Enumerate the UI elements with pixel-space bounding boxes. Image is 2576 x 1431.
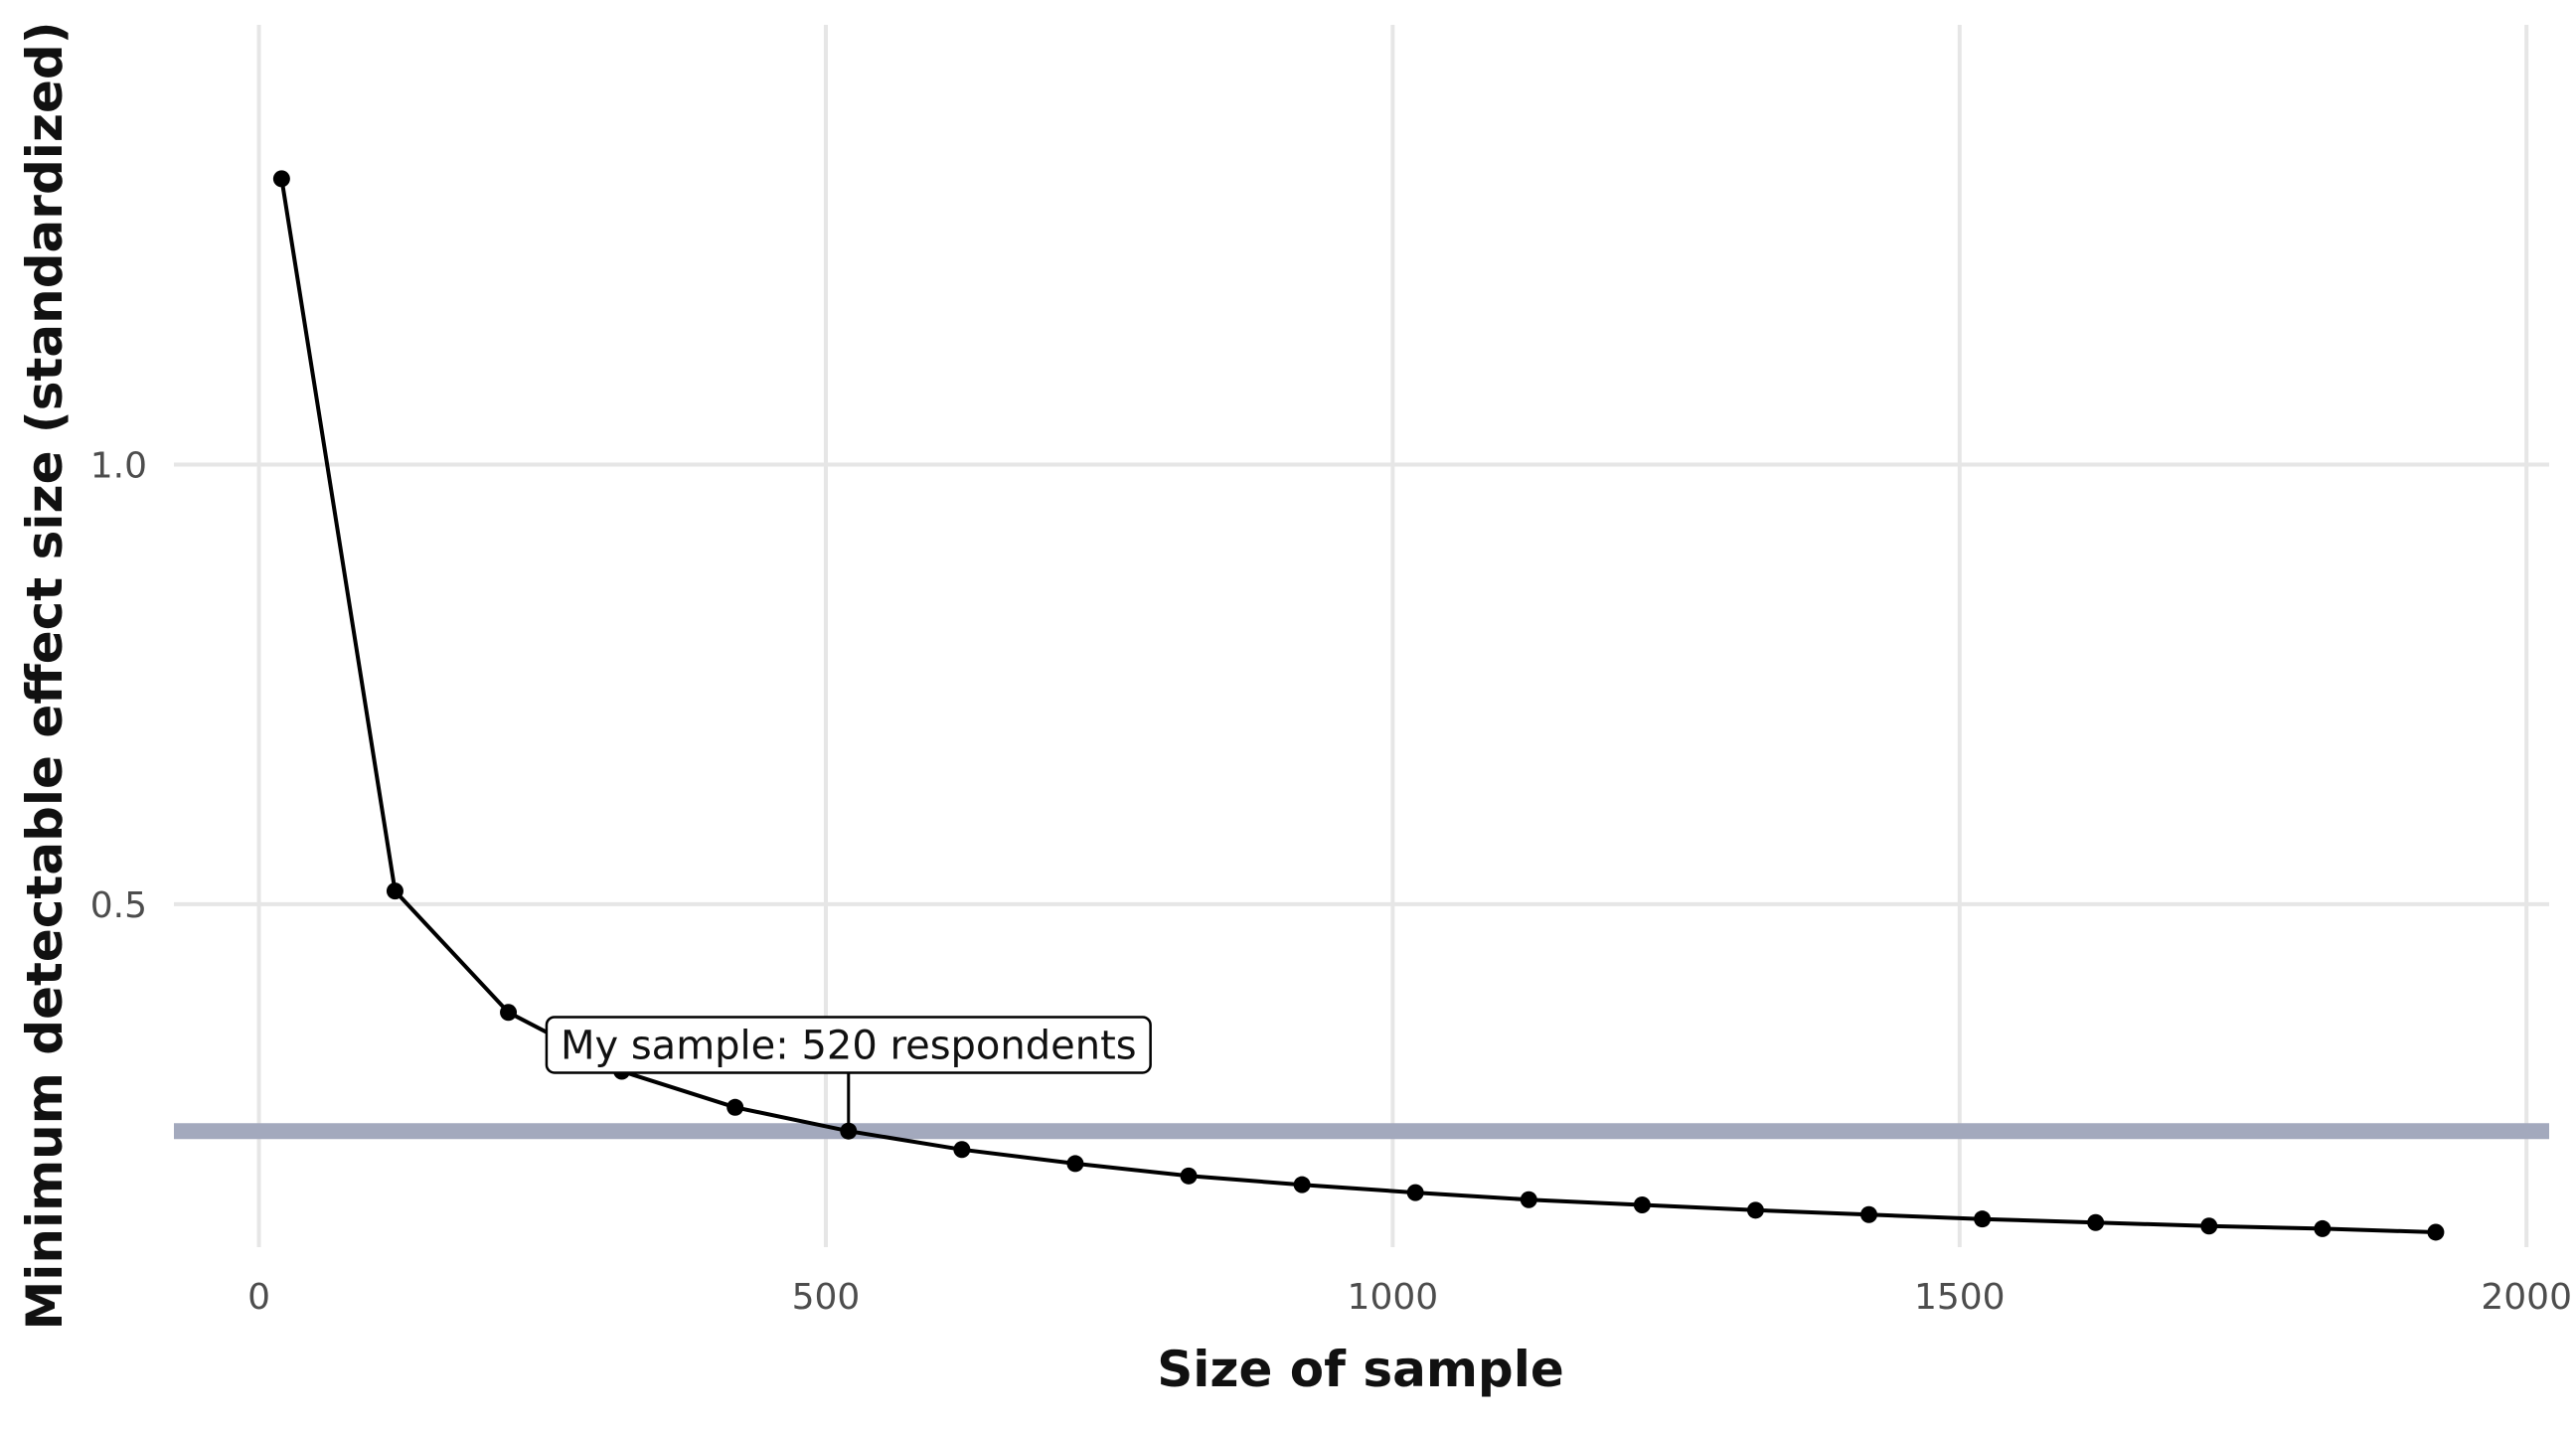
data-point: [2314, 1219, 2332, 1237]
data-point: [1746, 1201, 1764, 1219]
annotation-layer: My sample: 520 respondents: [545, 1016, 1152, 1132]
annotation-box: [545, 1016, 1152, 1074]
data-point: [272, 170, 290, 188]
title-layer: Size of sample Minimum detectable effect…: [16, 21, 1564, 1398]
data-point: [1406, 1184, 1424, 1201]
x-tick-label: 1500: [1914, 1277, 2006, 1318]
x-tick-label: 500: [792, 1277, 861, 1318]
y-tick-label: 1.0: [90, 445, 147, 486]
data-point: [2087, 1213, 2105, 1231]
data-point: [1974, 1210, 1992, 1228]
data-point: [953, 1141, 971, 1159]
y-tick-label: 0.5: [90, 885, 147, 926]
x-tick-label: 2000: [2481, 1277, 2572, 1318]
data-point: [2200, 1217, 2218, 1235]
data-point: [386, 882, 403, 900]
data-point: [2427, 1223, 2445, 1241]
data-point: [1066, 1155, 1084, 1173]
data-point: [500, 1004, 518, 1022]
y-axis-title: Minimum detectable effect size (standard…: [16, 21, 74, 1330]
grid-layer: [174, 25, 2549, 1247]
annotation-label: My sample: 520 respondents: [561, 1023, 1137, 1068]
data-point: [1633, 1196, 1651, 1214]
series-layer: [272, 170, 2445, 1241]
series-line: [279, 178, 2436, 1234]
x-tick-label: 0: [247, 1277, 270, 1318]
data-point: [1180, 1167, 1198, 1185]
x-tick-label: 1000: [1348, 1277, 1439, 1318]
data-point: [726, 1098, 744, 1116]
data-point: [1293, 1176, 1311, 1193]
tick-layer: 0 500 1000 1500 2000 0.5 1.0: [90, 445, 2572, 1318]
data-point: [1520, 1191, 1537, 1208]
data-point: [1860, 1205, 1878, 1223]
x-axis-title: Size of sample: [1157, 1341, 1564, 1398]
